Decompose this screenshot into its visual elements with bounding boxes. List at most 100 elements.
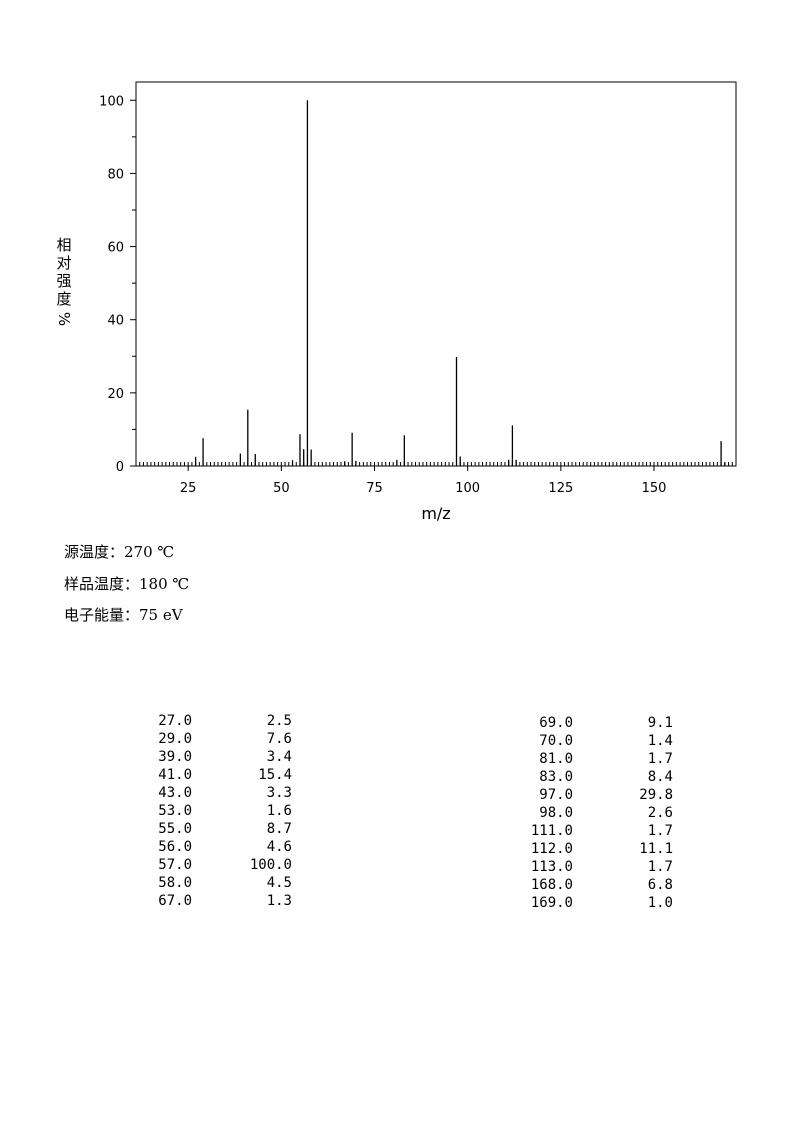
peak-mz: 169.0	[530, 895, 573, 911]
peak-row: 67.0 1.3	[140, 892, 292, 910]
peak-mz: 56.0	[158, 839, 192, 855]
peak-row: 55.0 8.7	[140, 820, 292, 838]
peak-abundance: 3.3	[266, 785, 292, 801]
x-tick-label: 50	[273, 481, 290, 496]
electron-energy-label: 电子能量：	[64, 606, 140, 624]
peak-abundance: 2.5	[266, 713, 292, 729]
peak-abundance: 1.7	[647, 859, 673, 875]
peak-abundance: 4.6	[266, 839, 292, 855]
peak-mz: 81.0	[539, 751, 573, 767]
peak-mz: 53.0	[158, 803, 192, 819]
electron-energy: 电子能量：75 eV	[64, 604, 183, 625]
peak-row: 69.0 9.1	[510, 714, 673, 732]
sample-temperature-value: 180 ℃	[139, 575, 190, 593]
peak-row: 57.0 100.0	[140, 856, 292, 874]
plot-frame	[135, 81, 737, 467]
x-tick-label: 150	[642, 481, 667, 496]
peak-abundance: 8.4	[647, 769, 673, 785]
peak-mz: 27.0	[158, 713, 192, 729]
peak-mz: 168.0	[530, 877, 573, 893]
y-tick-label: 40	[107, 314, 124, 329]
peak-abundance: 15.4	[258, 767, 292, 783]
peak-abundance: 100.0	[249, 857, 292, 873]
peak-mz: 83.0	[539, 769, 573, 785]
peak-mz: 43.0	[158, 785, 192, 801]
y-axis-unit: %	[55, 311, 73, 327]
x-minor-ticks	[135, 462, 737, 466]
y-tick-label: 80	[107, 167, 124, 182]
peak-row: 113.0 1.7	[510, 858, 673, 876]
peak-abundance: 9.1	[647, 715, 673, 731]
x-tick-label: 125	[548, 481, 573, 496]
peak-row: 168.0 6.8	[510, 876, 673, 894]
source-temperature: 源温度：270 ℃	[64, 541, 174, 562]
sample-temperature-label: 样品温度：	[64, 575, 140, 593]
peak-mz: 98.0	[539, 805, 573, 821]
peak-mz: 69.0	[539, 715, 573, 731]
peak-row: 39.0 3.4	[140, 748, 292, 766]
source-temperature-label: 源温度：	[64, 543, 125, 561]
x-tick-label: 75	[366, 481, 383, 496]
peak-abundance: 7.6	[266, 731, 292, 747]
peak-mz: 112.0	[530, 841, 573, 857]
peak-mz: 113.0	[530, 859, 573, 875]
peak-row: 70.0 1.4	[510, 732, 673, 750]
y-axis-title-char: 强	[56, 272, 72, 290]
peak-abundance: 2.6	[647, 805, 673, 821]
x-axis-ticks: 25 50 75 100 125 150	[180, 466, 667, 496]
electron-energy-value: 75 eV	[139, 606, 183, 624]
y-tick-label: 100	[99, 94, 124, 109]
peak-row: 56.0 4.6	[140, 838, 292, 856]
peak-mz: 97.0	[539, 787, 573, 803]
peak-mz: 41.0	[158, 767, 192, 783]
y-axis-title-char: 度	[56, 290, 72, 308]
peak-abundance: 4.5	[266, 875, 292, 891]
spectrum-bars	[194, 100, 726, 466]
peak-row: 58.0 4.5	[140, 874, 292, 892]
peak-abundance: 1.6	[266, 803, 292, 819]
peak-row: 41.0 15.4	[140, 766, 292, 784]
mass-spectrum-chart: 25 50 75 100 125 150 0 20 40 60 80 100 m/z	[99, 81, 737, 523]
peak-row: 169.0 1.0	[510, 894, 673, 912]
y-tick-label: 20	[107, 387, 124, 402]
peak-row: 81.0 1.7	[510, 750, 673, 768]
peak-abundance: 8.7	[266, 821, 292, 837]
peak-row: 29.0 7.6	[140, 730, 292, 748]
peak-abundance: 1.7	[647, 751, 673, 767]
y-tick-label: 60	[107, 241, 124, 256]
peak-row: 43.0 3.3	[140, 784, 292, 802]
y-axis-title: 相 对 强 度 %	[54, 236, 74, 328]
peak-row: 97.0 29.8	[510, 786, 673, 804]
peak-abundance: 11.1	[639, 841, 673, 857]
peak-mz: 67.0	[158, 893, 192, 909]
peak-row: 111.0 1.7	[510, 822, 673, 840]
peak-mz: 70.0	[539, 733, 573, 749]
peak-row: 53.0 1.6	[140, 802, 292, 820]
peak-mz: 29.0	[158, 731, 192, 747]
y-axis-ticks: 0 20 40 60 80 100	[99, 94, 136, 475]
peak-row: 112.0 11.1	[510, 840, 673, 858]
sample-temperature: 样品温度：180 ℃	[64, 573, 189, 594]
peak-row: 98.0 2.6	[510, 804, 673, 822]
peak-abundance: 6.8	[647, 877, 673, 893]
peak-abundance: 1.0	[647, 895, 673, 911]
y-tick-label: 0	[116, 460, 124, 475]
x-axis-title: m/z	[421, 504, 450, 523]
peak-mz: 55.0	[158, 821, 192, 837]
source-temperature-value: 270 ℃	[124, 543, 175, 561]
peak-row: 83.0 8.4	[510, 768, 673, 786]
peak-abundance: 3.4	[266, 749, 292, 765]
y-axis-title-char: 相	[56, 236, 72, 254]
y-axis-title-char: 对	[56, 254, 72, 272]
peak-abundance: 29.8	[639, 787, 673, 803]
peak-mz: 39.0	[158, 749, 192, 765]
peak-abundance: 1.4	[647, 733, 673, 749]
x-tick-label: 100	[455, 481, 480, 496]
peak-mz: 111.0	[530, 823, 573, 839]
peak-abundance: 1.3	[266, 893, 292, 909]
peak-mz: 57.0	[158, 857, 192, 873]
peak-table-right: 69.0 9.1 70.0 1.4 81.0 1.7 83.0 8.4 97.0 29.8 98.0…	[510, 714, 673, 912]
peak-table-left: 27.0 2.5 29.0 7.6 39.0 3.4 41.0 15.4 43.0 3.3 53.0…	[140, 712, 292, 910]
peak-abundance: 1.7	[647, 823, 673, 839]
x-tick-label: 25	[180, 481, 197, 496]
